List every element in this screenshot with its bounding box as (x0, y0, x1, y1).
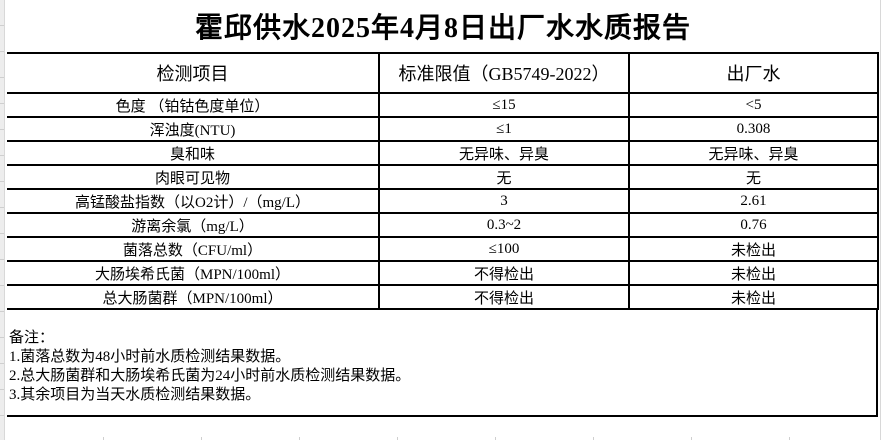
table-row: 浑浊度(NTU) ≤1 0.308 (7, 116, 879, 142)
report-title: 霍邱供水2025年4月8日出厂水水质报告 (6, 0, 880, 52)
standard-limit-cell: 0.3~2 (378, 212, 630, 238)
outlet-water-cell: 未检出 (628, 260, 879, 286)
outlet-water-cell: 无异味、异臭 (628, 140, 879, 166)
note-item: 1.菌落总数为48小时前水质检测结果数据。 (9, 349, 291, 365)
standard-limit-cell: ≤1 (378, 116, 630, 142)
table-row: 游离余氯（mg/L） 0.3~2 0.76 (7, 212, 879, 238)
table-row: 总大肠菌群（MPN/100ml） 不得检出 未检出 (7, 284, 879, 310)
col-header-standard-limit: 标准限值（GB5749-2022） (378, 52, 630, 94)
item-name-cell: 肉眼可见物 (7, 164, 380, 190)
outlet-water-cell: 0.308 (628, 116, 879, 142)
standard-limit-cell: 不得检出 (378, 260, 630, 286)
table-row: 菌落总数（CFU/ml） ≤100 未检出 (7, 236, 879, 262)
standard-limit-cell: 无 (378, 164, 630, 190)
table-row: 色度 （铂钴色度单位） ≤15 <5 (7, 92, 879, 118)
outlet-water-cell: 未检出 (628, 284, 879, 310)
item-name-cell: 大肠埃希氏菌（MPN/100ml） (7, 260, 380, 286)
bottom-margin-gridlines (6, 437, 880, 440)
standard-limit-cell: 3 (378, 188, 630, 214)
item-name-cell: 游离余氯（mg/L） (7, 212, 380, 238)
header-row: 检测项目 标准限值（GB5749-2022） 出厂水 (7, 52, 879, 94)
col-header-test-item: 检测项目 (7, 52, 380, 94)
item-name-cell: 菌落总数（CFU/ml） (7, 236, 380, 262)
standard-limit-cell: ≤100 (378, 236, 630, 262)
standard-limit-cell: 不得检出 (378, 284, 630, 310)
item-name-cell: 浑浊度(NTU) (7, 116, 380, 142)
outlet-water-cell: 无 (628, 164, 879, 190)
table-row: 肉眼可见物 无 无 (7, 164, 879, 190)
outlet-water-cell: <5 (628, 92, 879, 118)
item-name-cell: 臭和味 (7, 140, 380, 166)
water-quality-table: 检测项目 标准限值（GB5749-2022） 出厂水 色度 （铂钴色度单位） ≤… (7, 52, 879, 310)
item-name-cell: 总大肠菌群（MPN/100ml） (7, 284, 380, 310)
standard-limit-cell: 无异味、异臭 (378, 140, 630, 166)
note-item: 2.总大肠菌群和大肠埃希氏菌为24小时前水质检测结果数据。 (9, 368, 411, 384)
table-row: 臭和味 无异味、异臭 无异味、异臭 (7, 140, 879, 166)
outlet-water-cell: 0.76 (628, 212, 879, 238)
col-header-outlet-water: 出厂水 (628, 52, 879, 94)
notes-section: 备注： 1.菌落总数为48小时前水质检测结果数据。 2.总大肠菌群和大肠埃希氏菌… (7, 310, 878, 417)
outlet-water-cell: 2.61 (628, 188, 879, 214)
standard-limit-cell: ≤15 (378, 92, 630, 118)
item-name-cell: 色度 （铂钴色度单位） (7, 92, 380, 118)
item-name-cell: 高锰酸盐指数（以O2计）/（mg/L） (7, 188, 380, 214)
outlet-water-cell: 未检出 (628, 236, 879, 262)
right-margin-gridline (880, 0, 881, 440)
left-margin-gridlines (0, 0, 5, 440)
table-row: 高锰酸盐指数（以O2计）/（mg/L） 3 2.61 (7, 188, 879, 214)
table-row: 大肠埃希氏菌（MPN/100ml） 不得检出 未检出 (7, 260, 879, 286)
note-item: 3.其余项目为当天水质检测结果数据。 (9, 387, 261, 403)
report-content: 霍邱供水2025年4月8日出厂水水质报告 检测项目 标准限值（GB5749-20… (6, 0, 880, 417)
notes-label: 备注： (9, 330, 55, 346)
